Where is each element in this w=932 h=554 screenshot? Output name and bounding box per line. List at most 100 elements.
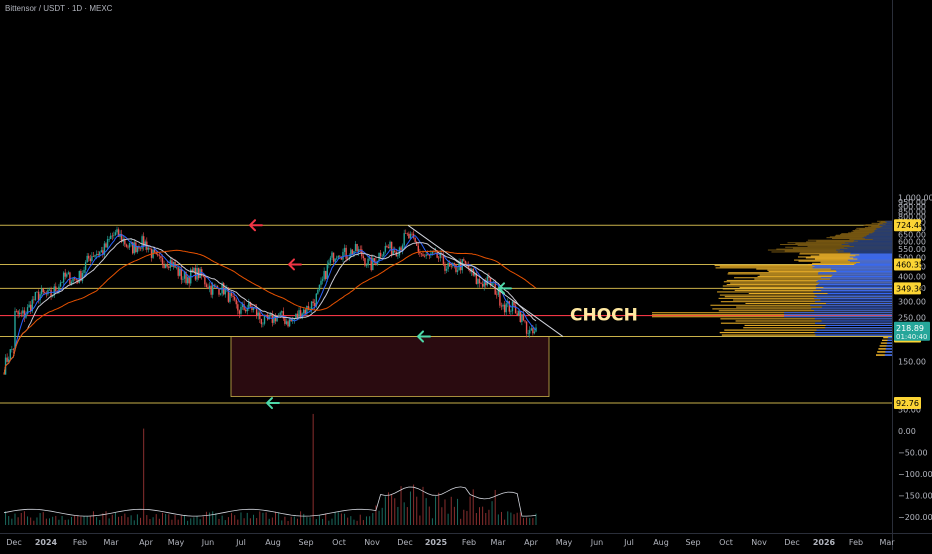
profile-bar-down <box>784 312 892 314</box>
candle-body <box>23 310 26 318</box>
profile-bar-down <box>843 246 892 248</box>
oscillator-tick-label: −100.00 <box>898 470 932 479</box>
candle-body <box>111 235 113 237</box>
candle-body <box>116 229 118 233</box>
candle-body <box>120 233 123 242</box>
candle-body <box>503 304 506 313</box>
demand-zone <box>230 336 550 397</box>
profile-bar-up <box>797 244 892 246</box>
volume-bar <box>234 515 236 525</box>
time-tick-label: Dec <box>397 538 412 547</box>
volume-bar <box>438 492 440 525</box>
candle-body <box>299 310 302 319</box>
profile-bar-up <box>780 244 892 246</box>
candle-body <box>241 304 244 308</box>
candle-body <box>50 289 52 297</box>
profile-bar-down <box>847 247 892 249</box>
oscillator-tick-label: 50.00 <box>898 406 921 415</box>
volume-bar <box>409 491 411 525</box>
candle-body <box>323 270 325 280</box>
volume-bar <box>146 515 148 525</box>
profile-bar-down <box>817 279 892 281</box>
profile-bar-down <box>815 334 892 336</box>
candle-body <box>73 278 76 280</box>
candle-body <box>9 349 11 360</box>
candle-body <box>282 311 285 319</box>
candle-body <box>420 253 423 255</box>
profile-bar-up <box>826 237 892 239</box>
profile-bar-up <box>768 270 892 272</box>
volume-bar <box>202 516 204 525</box>
profile-bar-up <box>718 310 892 312</box>
profile-bar-up <box>797 256 892 258</box>
profile-bar-down <box>816 296 892 298</box>
profile-bar-down <box>874 230 892 232</box>
profile-bar-up <box>820 261 892 263</box>
candle-body <box>508 301 511 312</box>
candle-body <box>527 333 529 335</box>
time-tick-label: 2026 <box>813 538 836 547</box>
candle-body <box>114 232 117 236</box>
volume-bar <box>231 513 233 525</box>
candle-body <box>390 241 393 256</box>
profile-bar-up <box>877 351 892 353</box>
candle-body <box>312 301 314 304</box>
volume-bar <box>256 518 258 525</box>
profile-bar-down <box>872 232 892 234</box>
volume-bar <box>394 498 396 525</box>
volume-bar <box>221 515 223 525</box>
volume-bar <box>23 511 25 525</box>
volume-bar <box>375 505 377 525</box>
profile-bar-down <box>784 314 892 316</box>
volume-bar <box>312 413 314 525</box>
candle-body <box>262 323 264 325</box>
profile-bar-down <box>887 339 892 342</box>
profile-bar-up <box>807 239 892 241</box>
profile-bar-down <box>874 230 892 232</box>
candle-body <box>66 274 68 277</box>
candle-body <box>81 273 84 281</box>
candle-body <box>255 308 258 316</box>
profile-bar-up <box>652 316 892 318</box>
profile-bar-up <box>868 226 892 228</box>
candle-body <box>339 255 341 257</box>
candle-body <box>314 303 316 307</box>
volume-bar <box>193 517 195 525</box>
volume-ma-line <box>3 486 537 517</box>
profile-bar-up <box>730 282 892 284</box>
candle-body <box>207 287 209 290</box>
candle-body <box>127 246 129 248</box>
candle-body <box>55 286 57 292</box>
candle-body <box>466 263 468 265</box>
volume-bar <box>49 518 51 525</box>
profile-bar-up <box>799 252 892 254</box>
candle-body <box>340 256 343 260</box>
candle-body <box>378 252 380 261</box>
volume-bar <box>535 513 537 525</box>
volume-bar <box>155 514 157 525</box>
profile-bar-up <box>728 272 892 274</box>
profile-bar-up <box>863 224 892 226</box>
candle-body <box>394 250 396 253</box>
volume-bar <box>265 512 267 525</box>
candle-body <box>169 260 172 268</box>
candle-body <box>106 239 109 248</box>
arrow-left-icon <box>248 219 263 232</box>
candle-body <box>185 272 187 284</box>
profile-bar-up <box>756 268 892 270</box>
candle-body <box>525 321 528 334</box>
profile-bar-up <box>805 257 892 259</box>
candle-body <box>364 258 366 266</box>
profile-bar-down <box>849 260 892 262</box>
candle-body <box>219 293 222 295</box>
candle-body <box>194 267 197 280</box>
candle-body <box>343 247 346 252</box>
profile-bar-down <box>888 337 892 339</box>
candle-body <box>303 309 305 314</box>
volume-bar <box>136 514 138 525</box>
profile-bar-up <box>871 222 892 224</box>
volume-bar <box>271 517 273 525</box>
profile-bar-down <box>812 267 892 269</box>
